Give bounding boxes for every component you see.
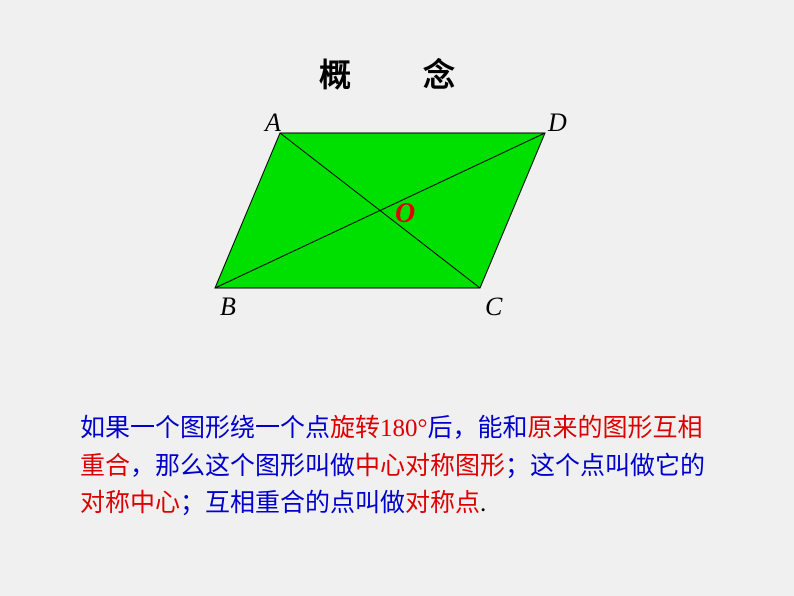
definition-paragraph: 如果一个图形绕一个点旋转180°后，能和原来的图形互相重合，那么这个图形叫做中心… [80, 410, 720, 523]
vertex-label-d: D [548, 108, 567, 138]
text-segment: 对称点 [405, 490, 480, 517]
text-segment: 后，能和 [428, 415, 528, 442]
text-segment: . [480, 490, 486, 517]
text-segment: 中心对称图形 [355, 453, 505, 480]
text-segment: 旋转180° [330, 415, 428, 442]
vertex-label-b: B [220, 292, 236, 322]
vertex-label-a: A [265, 108, 281, 138]
parallelogram-diagram: A D B C O [170, 108, 590, 318]
text-segment: 对称中心 [80, 490, 180, 517]
vertex-label-c: C [485, 292, 502, 322]
text-segment: ；这个点叫做它的 [505, 453, 705, 480]
diagram-svg [170, 108, 590, 318]
page-title: 概 念 [0, 50, 794, 96]
center-label-o: O [395, 198, 415, 230]
text-segment: 如果一个图形绕一个点 [80, 415, 330, 442]
text-segment: ，那么这个图形叫做 [130, 453, 355, 480]
text-segment: ；互相重合的点叫做 [180, 490, 405, 517]
